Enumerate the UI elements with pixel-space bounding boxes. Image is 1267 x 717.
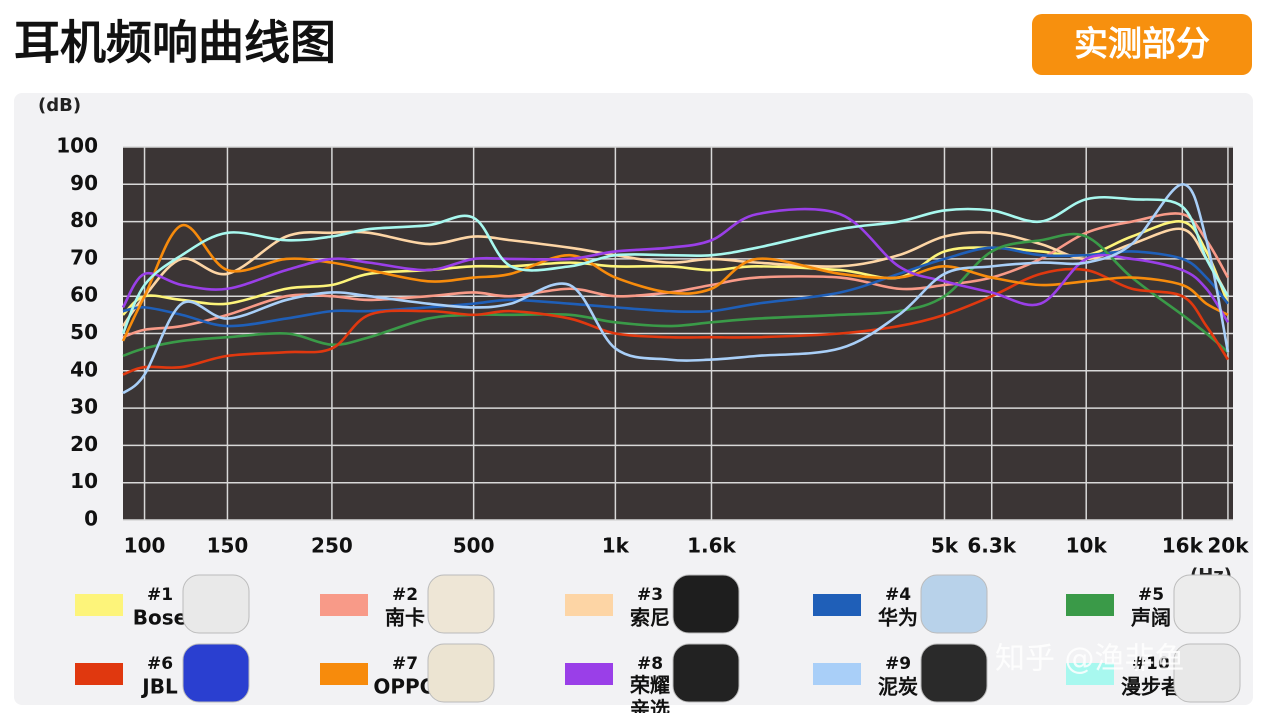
y-tick-label: 60 [70, 283, 98, 307]
legend-number: #7 [392, 654, 418, 674]
y-tick-label: 10 [70, 469, 98, 493]
legend-swatch [320, 594, 368, 616]
x-tick-label: 10k [1066, 534, 1108, 558]
y-tick-label: 70 [70, 245, 98, 269]
y-tick-label: 20 [70, 432, 98, 456]
legend-name: 漫步者 [1121, 675, 1181, 699]
legend-number: #4 [885, 585, 911, 605]
badge-text: 实测部分 [1074, 25, 1210, 65]
product-image [427, 574, 495, 634]
legend-swatch [75, 663, 123, 685]
badge [1032, 14, 1252, 75]
product-image [427, 643, 495, 703]
legend-swatch [813, 663, 861, 685]
legend-name: OPPO [373, 675, 436, 699]
legend-number: #6 [147, 654, 173, 674]
legend-swatch [565, 663, 613, 685]
legend-name: 泥炭 [878, 675, 918, 699]
watermark: 知乎 @渔非鱼 [995, 642, 1185, 677]
legend-number: #9 [885, 654, 911, 674]
legend-item: #3索尼 [565, 574, 740, 634]
legend-name: 荣耀亲选 [629, 673, 670, 714]
legend-item: #5声阔 [1066, 574, 1241, 634]
legend-number: #1 [147, 585, 173, 605]
legend-name: 索尼 [630, 606, 670, 630]
product-image [920, 574, 988, 634]
y-tick-label: 40 [70, 357, 98, 381]
legend-number: #5 [1138, 585, 1164, 605]
y-tick-label: 90 [70, 171, 98, 195]
legend-name: 南卡 [385, 606, 425, 630]
product-image [1173, 574, 1241, 634]
x-tick-label: 1k [602, 534, 630, 558]
series-line [121, 224, 1229, 342]
legend-swatch [75, 594, 123, 616]
x-tick-label: 1.6k [687, 534, 736, 558]
legend-swatch [813, 594, 861, 616]
product-image [182, 643, 250, 703]
product-image [672, 574, 740, 634]
legend-swatch [320, 663, 368, 685]
legend-name: 华为 [878, 606, 918, 630]
x-tick-label: 250 [311, 534, 353, 558]
legend-number: #3 [637, 585, 663, 605]
legend-item: #2南卡 [320, 574, 495, 634]
y-tick-label: 100 [56, 134, 98, 158]
series-line [121, 207, 1230, 324]
legend-name: 声阔 [1130, 606, 1171, 630]
series-line [122, 267, 1230, 376]
legend-swatch [1066, 594, 1114, 616]
legend-item: #9泥炭 [813, 643, 988, 703]
y-tick-label: 0 [84, 507, 98, 531]
series-line [121, 195, 1230, 335]
legend-number: #2 [392, 585, 418, 605]
legend-number: #8 [637, 654, 663, 674]
series-line [122, 246, 1229, 328]
x-tick-label: 6.3k [967, 534, 1016, 558]
x-tick-label: 150 [207, 534, 249, 558]
x-tick-label: 16k [1162, 534, 1204, 558]
y-tick-label: 80 [70, 208, 98, 232]
page-title: 耳机频响曲线图 [14, 16, 336, 70]
y-unit: (dB) [38, 95, 81, 116]
x-tick-label: 5k [931, 534, 959, 558]
product-image [1173, 643, 1241, 703]
series-line [122, 182, 1230, 395]
x-tick-label: 500 [453, 534, 495, 558]
legend-item: #4华为 [813, 574, 988, 634]
y-tick-label: 50 [70, 320, 98, 344]
series-line [122, 232, 1229, 358]
legend-swatch [1066, 663, 1114, 685]
product-image [672, 643, 740, 703]
legend-swatch [565, 594, 613, 616]
y-tick-label: 30 [70, 395, 98, 419]
product-image [920, 643, 988, 703]
x-tick-label: 100 [124, 534, 166, 558]
legend-name: JBL [140, 675, 178, 699]
x-tick-label: 20k [1207, 534, 1249, 558]
legend-number: #10 [1132, 654, 1170, 674]
product-image [182, 574, 250, 634]
legend-name: Bose [133, 606, 187, 630]
